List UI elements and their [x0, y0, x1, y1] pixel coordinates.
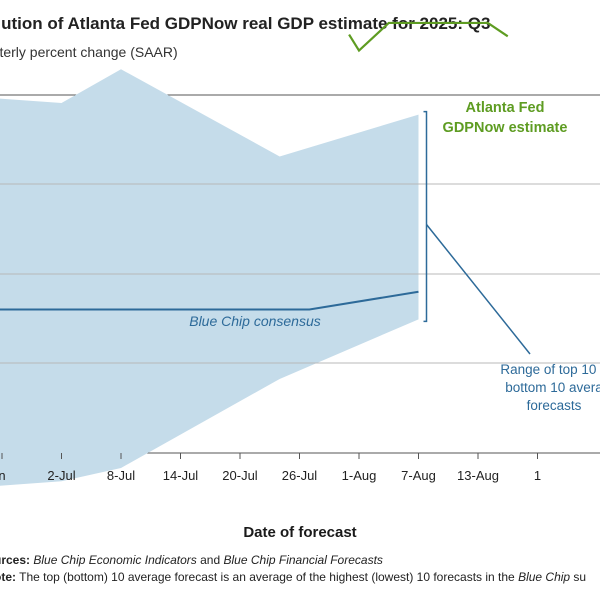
- footnote: ote: The top (bottom) 10 average forecas…: [0, 570, 586, 584]
- blue-chip-consensus-label: Blue Chip consensus: [189, 313, 321, 329]
- sources-text-3: Blue Chip Financial Forecasts: [223, 553, 383, 567]
- x-tick-label-8: 7-Aug: [401, 468, 436, 483]
- range-band: [0, 69, 419, 486]
- gdpnow-line: [348, 21, 509, 53]
- range-label-line-1: Range of top 10 a: [500, 362, 600, 377]
- x-tick-label-10: 1: [534, 468, 541, 483]
- x-tick-label-5: 20-Jul: [222, 468, 258, 483]
- blue-chip-consensus-line: [61, 290, 419, 311]
- note-text-1: The top (bottom) 10 average forecast is …: [16, 570, 519, 584]
- range-label-line-2: bottom 10 avera: [505, 380, 600, 395]
- x-tick-label-7: 1-Aug: [342, 468, 377, 483]
- sources-label: urces:: [0, 553, 31, 567]
- chart-subtitle: arterly percent change (SAAR): [0, 44, 178, 60]
- x-tick-label-9: 13-Aug: [457, 468, 499, 483]
- sources-text-2: and: [196, 553, 224, 567]
- range-leader-line: [425, 224, 531, 355]
- sources-text-1: Blue Chip Economic Indicators: [33, 553, 197, 567]
- x-tick-label-2: 2-Jul: [47, 468, 75, 483]
- range-label-line-3: forecasts: [527, 398, 582, 413]
- x-axis-label: Date of forecast: [243, 524, 357, 541]
- note-label: ote:: [0, 570, 16, 584]
- x-tick-label-4: 14-Jul: [163, 468, 199, 483]
- x-tick-label-3: 8-Jul: [107, 468, 135, 483]
- sources-note: urces: Blue Chip Economic Indicators and…: [0, 553, 383, 567]
- range-bracket: [423, 110, 428, 323]
- chart-title: olution of Atlanta Fed GDPNow real GDP e…: [0, 14, 491, 33]
- x-tick-label-1: n: [0, 468, 6, 483]
- note-text-2: Blue Chip: [518, 570, 571, 584]
- gdpnow-label-line-1: Atlanta Fed: [466, 100, 545, 116]
- gdpnow-label-line-2: GDPNow estimate: [443, 120, 568, 136]
- x-tick-label-6: 26-Jul: [282, 468, 318, 483]
- note-text-3: su: [570, 570, 587, 584]
